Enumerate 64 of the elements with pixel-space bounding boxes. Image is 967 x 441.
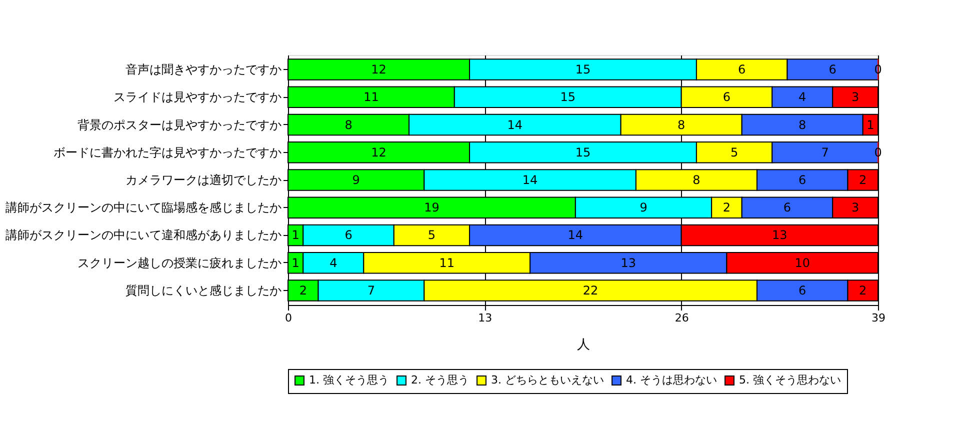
data-label: 6 (798, 283, 806, 298)
data-label: 10 (794, 256, 810, 270)
y-tick-label: 講師がスクリーンの中にいて臨場感を感じましたか (6, 200, 282, 215)
data-label: 1 (866, 118, 874, 132)
y-tick-label: カメラワークは適切でしたか (126, 173, 282, 187)
data-label: 11 (364, 90, 379, 104)
data-label: 5 (428, 228, 436, 242)
x-tick-label: 0 (285, 312, 292, 324)
data-label: 0 (874, 62, 882, 77)
data-label: 6 (344, 228, 352, 242)
data-label: 7 (367, 283, 376, 298)
data-label: 8 (344, 118, 352, 132)
data-label: 3 (851, 90, 860, 104)
y-tick-label: 講師がスクリーンの中にいて違和感がありましたか (6, 228, 282, 242)
data-label: 6 (798, 173, 806, 187)
data-label: 0 (874, 145, 882, 160)
legend-label: 3. どちらともいえない (491, 374, 604, 387)
data-label: 8 (692, 173, 700, 187)
y-tick-label: 背景のポスターは見やすかったですか (78, 118, 282, 132)
data-label: 6 (722, 90, 731, 104)
data-label: 19 (424, 200, 440, 215)
legend-label: 2. そう思う (411, 374, 469, 387)
y-tick-label: 質問しにくいと感じましたか (126, 283, 282, 298)
data-label: 7 (821, 145, 829, 160)
data-label: 6 (783, 200, 792, 215)
data-label: 2 (859, 173, 867, 187)
y-tick-label: スクリーン越しの授業に疲れましたか (78, 256, 282, 270)
data-label: 15 (560, 90, 576, 104)
data-label: 13 (620, 256, 636, 270)
data-label: 2 (299, 283, 307, 298)
data-label: 12 (371, 145, 386, 160)
data-label: 14 (522, 173, 538, 187)
y-tick-label: 音声は聞きやすかったですか (126, 62, 282, 77)
legend-label: 5. 強くそう思わない (739, 374, 841, 387)
data-label: 22 (582, 283, 598, 298)
data-label: 8 (678, 118, 686, 132)
data-label: 2 (859, 283, 867, 298)
data-label: 11 (439, 256, 454, 270)
legend-label: 1. 強くそう思う (309, 374, 389, 387)
data-label: 3 (851, 200, 860, 215)
data-label: 4 (330, 256, 338, 270)
data-label: 6 (738, 62, 746, 77)
data-label: 13 (772, 228, 788, 242)
data-label: 1 (292, 228, 300, 242)
x-tick-label: 26 (674, 312, 689, 324)
data-label: 4 (798, 90, 806, 104)
data-label: 15 (575, 145, 591, 160)
x-tick-label: 39 (872, 312, 886, 324)
data-label: 9 (640, 200, 648, 215)
x-axis-title: 人 (577, 338, 590, 352)
legend-label: 4. そうは思わない (626, 374, 717, 387)
data-label: 1 (292, 256, 300, 270)
data-label: 6 (828, 62, 836, 77)
data-label: 9 (352, 173, 360, 187)
x-tick-label: 13 (478, 312, 492, 324)
data-label: 8 (798, 118, 806, 132)
y-tick-label: ボードに書かれた字は見やすかったですか (54, 145, 282, 160)
data-label: 14 (568, 228, 584, 242)
data-label: 14 (507, 118, 523, 132)
data-label: 12 (371, 62, 386, 77)
data-label: 5 (730, 145, 738, 160)
data-label: 2 (722, 200, 731, 215)
data-label: 15 (575, 62, 591, 77)
y-tick-label: スライドは見やすかったですか (114, 90, 282, 104)
